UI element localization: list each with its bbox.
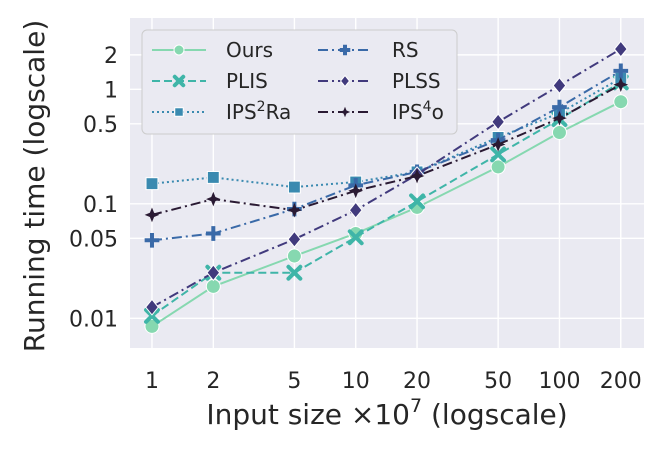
- data-point: [144, 232, 160, 248]
- y-tick-label: 0.01: [69, 307, 118, 332]
- data-point: [286, 264, 303, 281]
- data-point: [205, 191, 221, 207]
- legend-label: IPS4o: [392, 99, 444, 124]
- data-point: [205, 226, 221, 241]
- data-point: [409, 168, 425, 184]
- data-point: [613, 40, 628, 58]
- y-tick-label: 1: [104, 78, 118, 103]
- x-tick-label: 1: [145, 369, 159, 394]
- legend-item: RS: [318, 38, 419, 62]
- data-point: [613, 63, 629, 79]
- data-point: [287, 202, 302, 218]
- series-layer: [144, 40, 629, 334]
- legend-label-sup: 4: [423, 99, 432, 115]
- x-tick-label: 20: [403, 369, 431, 394]
- series-line: [151, 77, 622, 189]
- legend-marker: [339, 74, 351, 88]
- legend-marker: [172, 74, 186, 88]
- legend-marker: [339, 106, 351, 118]
- data-point: [144, 318, 160, 334]
- data-point: [552, 110, 567, 126]
- legend-box: [141, 29, 458, 135]
- series-line: [151, 81, 622, 317]
- data-point: [490, 146, 507, 163]
- series-ips4o: [144, 77, 629, 223]
- data-point: [552, 77, 567, 95]
- x-tick-label: 5: [287, 369, 301, 394]
- data-point: [145, 298, 159, 316]
- x-axis-title-tail: (logscale): [422, 398, 568, 431]
- series-line: [151, 100, 622, 328]
- data-point: [613, 94, 629, 110]
- tick-labels: 1 2 5 10 20 50 100 200 0.01 0.05 0.1 0.5 1 2: [69, 44, 642, 394]
- x-tick-label: 2: [206, 369, 220, 394]
- x-axis-title-exponent: 7: [410, 395, 422, 417]
- legend-marker: [339, 44, 351, 56]
- legend-label-tail: Ra: [266, 100, 292, 124]
- y-tick-label: 0.05: [69, 227, 118, 252]
- x-tick-label: 50: [484, 369, 512, 394]
- series-line: [151, 48, 622, 309]
- data-point: [409, 193, 425, 210]
- legend-marker: [173, 44, 185, 56]
- data-point: [490, 159, 506, 175]
- legend-marker: [174, 107, 184, 117]
- x-tick-label: 200: [600, 369, 642, 394]
- data-point: [348, 201, 363, 219]
- data-point: [206, 264, 221, 282]
- x-axis-title: Input size ×107 (logscale): [206, 395, 567, 431]
- data-point: [348, 183, 364, 199]
- series-line: [151, 70, 622, 242]
- data-point: [287, 180, 301, 194]
- data-point: [206, 170, 220, 184]
- legend-label: PLIS: [226, 69, 268, 93]
- y-tick-label: 0.5: [83, 113, 118, 138]
- legend-label: RS: [392, 38, 419, 62]
- data-point: [287, 230, 302, 248]
- data-point: [144, 207, 160, 223]
- legend-item: Ours: [152, 38, 273, 62]
- data-point: [205, 278, 221, 294]
- legend-label: Ours: [226, 38, 273, 62]
- data-point: [613, 77, 629, 92]
- y-tick-label: 2: [104, 44, 118, 69]
- data-point: [551, 124, 567, 140]
- legend-item: PLSS: [318, 69, 441, 93]
- data-point: [347, 229, 364, 246]
- data-point: [145, 177, 159, 191]
- legend-label: PLSS: [392, 69, 441, 93]
- legend-item: IPS4o: [318, 99, 444, 124]
- y-axis-title: Running time (logscale): [18, 20, 51, 352]
- legend-label-tail: o: [432, 100, 444, 124]
- y-tick-label: 0.1: [83, 193, 118, 218]
- data-point: [286, 248, 302, 264]
- data-point: [491, 113, 506, 131]
- x-tick-label: 10: [342, 369, 370, 394]
- series-line: [151, 83, 622, 216]
- legend-label-sup: 2: [257, 99, 266, 115]
- data-point: [144, 307, 160, 324]
- series-plss: [145, 40, 628, 316]
- x-tick-label: 100: [538, 369, 580, 394]
- legend-item: PLIS: [152, 69, 268, 93]
- data-point: [490, 137, 506, 152]
